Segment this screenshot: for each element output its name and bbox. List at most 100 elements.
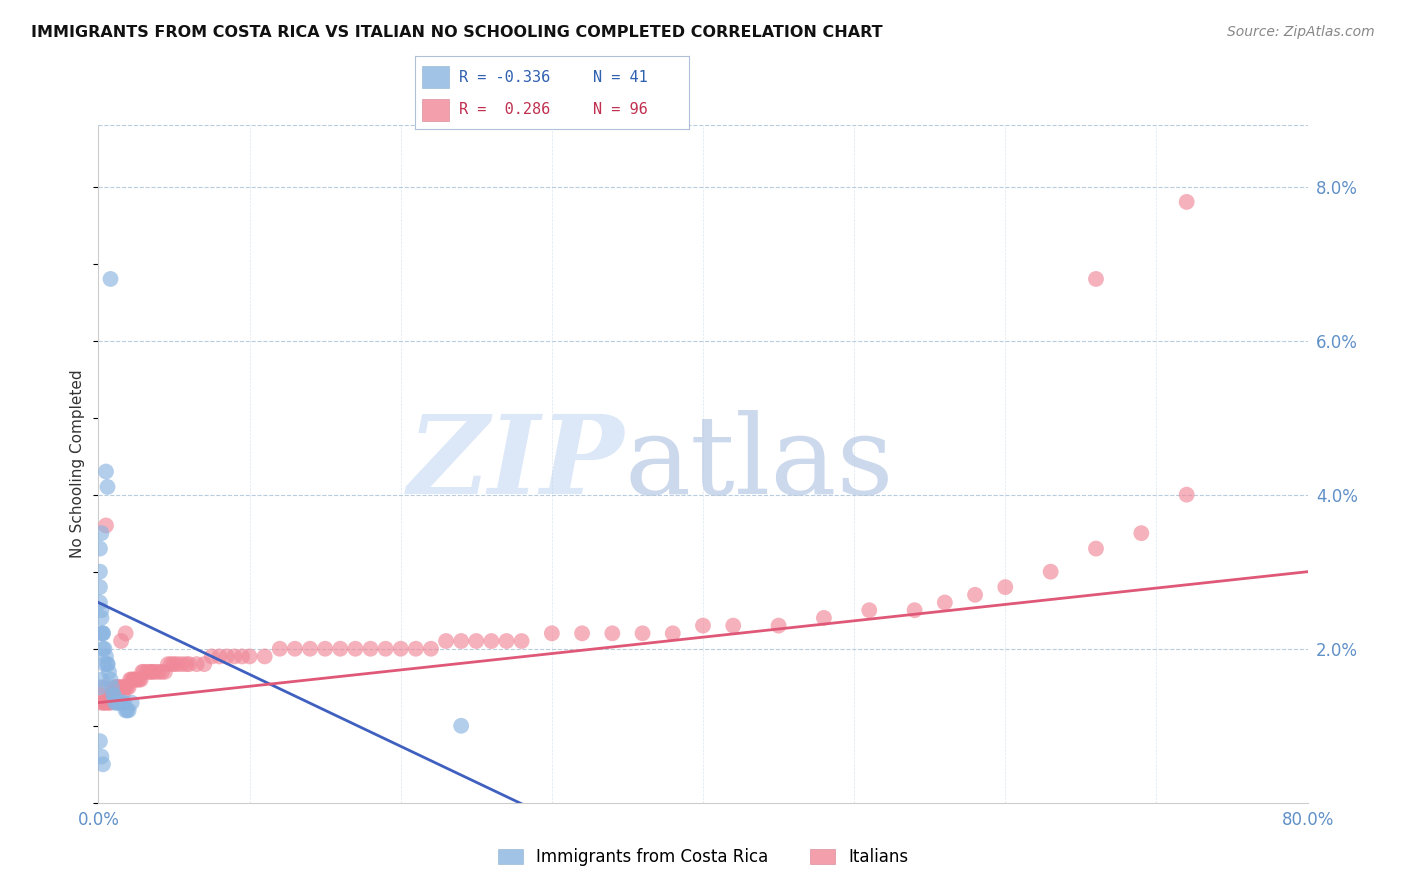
Point [193, 657, 215, 672]
Point [965, 588, 987, 602]
Point [125, 673, 148, 687]
Y-axis label: No Schooling Completed: No Schooling Completed [70, 369, 86, 558]
Point [602, 626, 624, 640]
Point [112, 696, 135, 710]
Point [101, 688, 124, 702]
Point [89, 541, 111, 556]
Point [156, 657, 179, 672]
Point [114, 703, 136, 717]
Point [768, 618, 790, 632]
Point [344, 641, 367, 656]
Point [105, 680, 128, 694]
Point [105, 680, 128, 694]
Point [994, 580, 1017, 594]
Point [571, 626, 593, 640]
Point [93, 696, 115, 710]
Point [208, 649, 231, 664]
Point [90, 696, 112, 710]
Point [100, 673, 122, 687]
Point [110, 634, 132, 648]
Point [631, 626, 654, 640]
Point [201, 649, 224, 664]
Point [465, 634, 488, 648]
Point [118, 703, 141, 717]
Point [314, 641, 336, 656]
Point [153, 665, 176, 679]
Point [132, 665, 155, 679]
Point [90, 626, 112, 640]
Point [96, 696, 118, 710]
Point [253, 649, 276, 664]
Bar [422, 99, 449, 120]
Point [91, 626, 114, 640]
Point [90, 749, 112, 764]
Point [104, 680, 127, 694]
Point [174, 657, 197, 672]
Point [89, 734, 111, 748]
Point [692, 618, 714, 632]
Point [103, 688, 125, 702]
Point [89, 580, 111, 594]
Point [329, 641, 352, 656]
Point [1130, 526, 1153, 541]
Point [160, 657, 183, 672]
Point [540, 626, 562, 640]
Point [115, 680, 138, 694]
Point [1039, 565, 1062, 579]
Text: R =  0.286: R = 0.286 [458, 102, 550, 117]
Point [89, 680, 111, 694]
Point [131, 665, 153, 679]
Point [101, 680, 124, 694]
Point [114, 626, 136, 640]
Point [100, 696, 122, 710]
Point [360, 641, 382, 656]
Point [112, 680, 135, 694]
Point [420, 641, 443, 656]
Point [405, 641, 427, 656]
Point [94, 696, 117, 710]
Point [91, 696, 114, 710]
Point [481, 634, 503, 648]
Point [858, 603, 880, 617]
Point [284, 641, 307, 656]
Point [129, 673, 152, 687]
Point [179, 657, 201, 672]
Point [145, 665, 167, 679]
Point [91, 757, 114, 772]
Point [122, 673, 145, 687]
Point [94, 465, 117, 479]
Point [118, 680, 141, 694]
Point [98, 665, 121, 679]
Point [139, 665, 162, 679]
Point [150, 665, 173, 679]
Point [121, 696, 143, 710]
Point [103, 688, 125, 702]
Point [661, 626, 683, 640]
Point [89, 565, 111, 579]
Point [239, 649, 262, 664]
Point [723, 618, 745, 632]
Point [96, 657, 118, 672]
Point [1085, 272, 1108, 286]
Point [904, 603, 927, 617]
Point [127, 673, 149, 687]
Point [166, 657, 188, 672]
Point [163, 657, 186, 672]
Text: IMMIGRANTS FROM COSTA RICA VS ITALIAN NO SCHOOLING COMPLETED CORRELATION CHART: IMMIGRANTS FROM COSTA RICA VS ITALIAN NO… [31, 25, 883, 40]
Point [91, 626, 114, 640]
Point [121, 673, 143, 687]
Point [114, 680, 136, 694]
Point [94, 518, 117, 533]
Text: N = 96: N = 96 [593, 102, 648, 117]
Point [100, 272, 122, 286]
Point [89, 688, 111, 702]
Point [90, 603, 112, 617]
Point [90, 611, 112, 625]
Point [142, 665, 165, 679]
Point [450, 719, 472, 733]
Point [108, 680, 131, 694]
Point [1175, 194, 1198, 209]
Legend: Immigrants from Costa Rica, Italians: Immigrants from Costa Rica, Italians [491, 841, 915, 872]
Point [103, 688, 125, 702]
Bar [422, 66, 449, 88]
